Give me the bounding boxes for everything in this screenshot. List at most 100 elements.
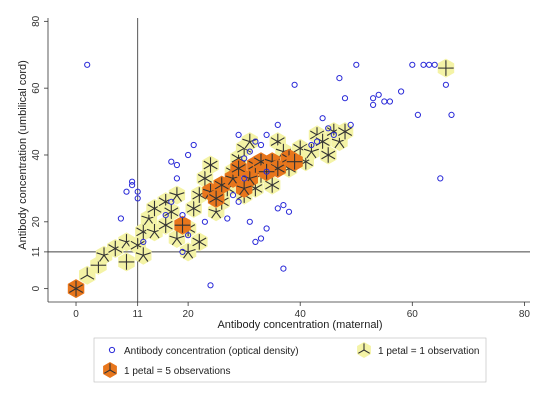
sunflower-light [191,232,208,252]
sunflower-petal [75,284,84,290]
sunflower-petal [192,194,200,200]
data-point-circle [409,61,416,68]
data-point-circle [313,138,321,145]
x-tick-label: 11 [132,309,143,320]
sunflower-petal [204,174,212,179]
sunflower-petal [192,241,200,247]
data-point-circle [179,212,186,219]
sunflower-petal [171,207,179,213]
sunflower-petal [231,167,239,173]
sunflower-petal [271,180,280,186]
sunflower-dark [67,279,85,299]
sunflower-petal [108,248,116,253]
sunflower-petal [69,288,77,293]
sunflower-petal [238,164,246,169]
data-point-circle [274,121,281,129]
legend-petal-one-marker [357,342,371,358]
sunflower-light [264,175,281,195]
sunflower-petal [310,134,318,140]
sunflower-petal [327,154,336,160]
sunflower-petal [143,252,151,256]
sunflower-petal [158,224,166,230]
data-point-circle [84,61,91,68]
sunflower-petal [271,184,280,190]
sunflower-light [118,252,135,272]
sunflower-light [437,58,455,78]
data-point-circle [285,208,293,215]
sunflower-petal [187,248,196,253]
axes: 0 11 20 40 60 80 0 11 20 40 60 80 [31,15,530,320]
sunflower-petal [209,197,217,203]
y-tick-label: 80 [31,15,42,27]
sunflower-petal [69,284,77,290]
x-tick-label: 20 [183,309,195,320]
sunflower-petal [176,194,182,202]
sunflower-petal [311,148,319,153]
sunflower-petal [214,180,223,186]
sunflower-petal [208,208,217,213]
sunflower-petal [239,188,245,196]
data-point-circle [341,95,349,102]
x-axis-label: Antibody concentration (maternal) [217,319,382,331]
sunflower-petal [114,248,123,253]
data-point-circle [123,188,130,195]
sunflower-petal [293,147,301,153]
sunflower-petal [243,185,252,189]
sunflower-petal [171,211,179,217]
sunflower-petal [176,235,185,240]
sunflower-dark [207,188,225,208]
sunflower-petal [310,151,317,159]
data-point-circle [353,61,360,68]
sunflower-petal [215,197,224,203]
data-point-circle [263,131,270,138]
sunflower-petal [225,175,234,179]
x-tick-label: 60 [407,309,419,320]
sunflower-petal [109,369,116,374]
sunflower-petal [306,151,312,159]
sunflower-petal [321,154,329,160]
sunflower-petal [204,177,212,183]
sunflower-petal [209,194,217,199]
data-point-circle [420,61,427,68]
sunflower-petal [277,137,285,143]
sunflower-petal [187,251,194,259]
plot-area [48,18,530,302]
legend-circle-symbol [108,346,116,354]
sunflower-petal [186,204,194,209]
sunflower-petal [253,161,262,167]
data-point-circle [241,175,248,182]
sunflower-dark [286,152,303,172]
data-point-circle [241,155,248,162]
sunflower-petal [270,164,279,169]
sunflower-petal [363,349,370,354]
sunflower-petal [277,164,285,169]
sunflower-petal [310,130,318,136]
data-point-circle [257,235,265,242]
sunflower-petal [299,143,308,149]
legend-petal-five-symbol [103,362,117,378]
data-point-circle [246,218,253,225]
sunflower-light [320,145,337,165]
sunflower-light [135,245,152,265]
legend: Antibody concentration (optical density)… [93,337,487,383]
data-point-circle [117,215,125,222]
sunflower-petal [303,148,312,153]
sunflower-petal [197,174,206,179]
data-point-circle [252,238,259,245]
data-point-circle [201,218,208,225]
legend-box [93,337,487,383]
legend-circles-label: Antibody concentration (optical density) [124,346,299,357]
sunflower-petal [135,252,144,256]
sunflower-petal [288,167,296,173]
sunflower-petal [215,211,222,219]
sunflower-petal [237,147,245,153]
y-tick-label: 0 [31,285,42,291]
data-point-circle [185,232,192,239]
sunflower-petal [211,211,217,219]
sunflower-petal [237,143,245,149]
x-tick-label: 40 [295,309,307,320]
legend-petal-one-label: 1 petal = 1 observation [378,346,479,357]
data-point-circle [263,168,270,175]
sunflower-petal [249,141,255,149]
data-point-circle [185,151,192,159]
